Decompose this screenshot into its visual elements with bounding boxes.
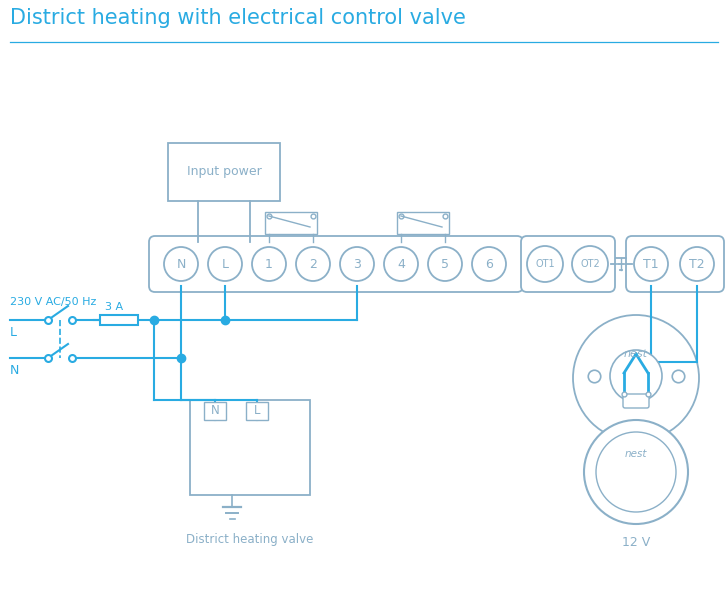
Text: 12 V: 12 V bbox=[622, 536, 650, 548]
Text: OT2: OT2 bbox=[580, 259, 600, 269]
Text: 2: 2 bbox=[309, 258, 317, 270]
Text: 230 V AC/50 Hz: 230 V AC/50 Hz bbox=[10, 297, 96, 307]
Text: District heating with electrical control valve: District heating with electrical control… bbox=[10, 8, 466, 28]
Circle shape bbox=[634, 247, 668, 281]
FancyBboxPatch shape bbox=[626, 236, 724, 292]
Text: L: L bbox=[221, 258, 229, 270]
Text: OT1: OT1 bbox=[535, 259, 555, 269]
Text: N: N bbox=[10, 364, 20, 377]
Circle shape bbox=[296, 247, 330, 281]
Circle shape bbox=[584, 420, 688, 524]
Text: N: N bbox=[210, 405, 219, 418]
Circle shape bbox=[252, 247, 286, 281]
Text: T2: T2 bbox=[689, 258, 705, 270]
Circle shape bbox=[384, 247, 418, 281]
Circle shape bbox=[164, 247, 198, 281]
Bar bbox=[265, 212, 317, 234]
Circle shape bbox=[340, 247, 374, 281]
Bar bbox=[397, 212, 449, 234]
Circle shape bbox=[596, 432, 676, 512]
Circle shape bbox=[573, 315, 699, 441]
Text: L: L bbox=[254, 405, 260, 418]
Text: 6: 6 bbox=[485, 258, 493, 270]
Text: Input power: Input power bbox=[186, 166, 261, 179]
FancyBboxPatch shape bbox=[623, 394, 649, 408]
Text: L: L bbox=[10, 326, 17, 339]
Text: 3: 3 bbox=[353, 258, 361, 270]
FancyBboxPatch shape bbox=[521, 236, 615, 292]
Text: 5: 5 bbox=[441, 258, 449, 270]
Circle shape bbox=[208, 247, 242, 281]
Circle shape bbox=[472, 247, 506, 281]
Text: District heating valve: District heating valve bbox=[186, 532, 314, 545]
Circle shape bbox=[527, 246, 563, 282]
Bar bbox=[246, 402, 268, 420]
Text: nest: nest bbox=[624, 349, 648, 359]
Bar bbox=[204, 402, 226, 420]
Text: 4: 4 bbox=[397, 258, 405, 270]
Bar bbox=[100, 315, 138, 325]
Bar bbox=[168, 143, 280, 201]
Text: 1: 1 bbox=[265, 258, 273, 270]
Circle shape bbox=[572, 246, 608, 282]
Text: 3 A: 3 A bbox=[105, 302, 123, 312]
FancyBboxPatch shape bbox=[149, 236, 523, 292]
Circle shape bbox=[610, 350, 662, 402]
Text: T1: T1 bbox=[643, 258, 659, 270]
Text: nest: nest bbox=[625, 449, 647, 459]
Bar bbox=[190, 400, 310, 495]
Text: N: N bbox=[176, 258, 186, 270]
Circle shape bbox=[680, 247, 714, 281]
Circle shape bbox=[428, 247, 462, 281]
